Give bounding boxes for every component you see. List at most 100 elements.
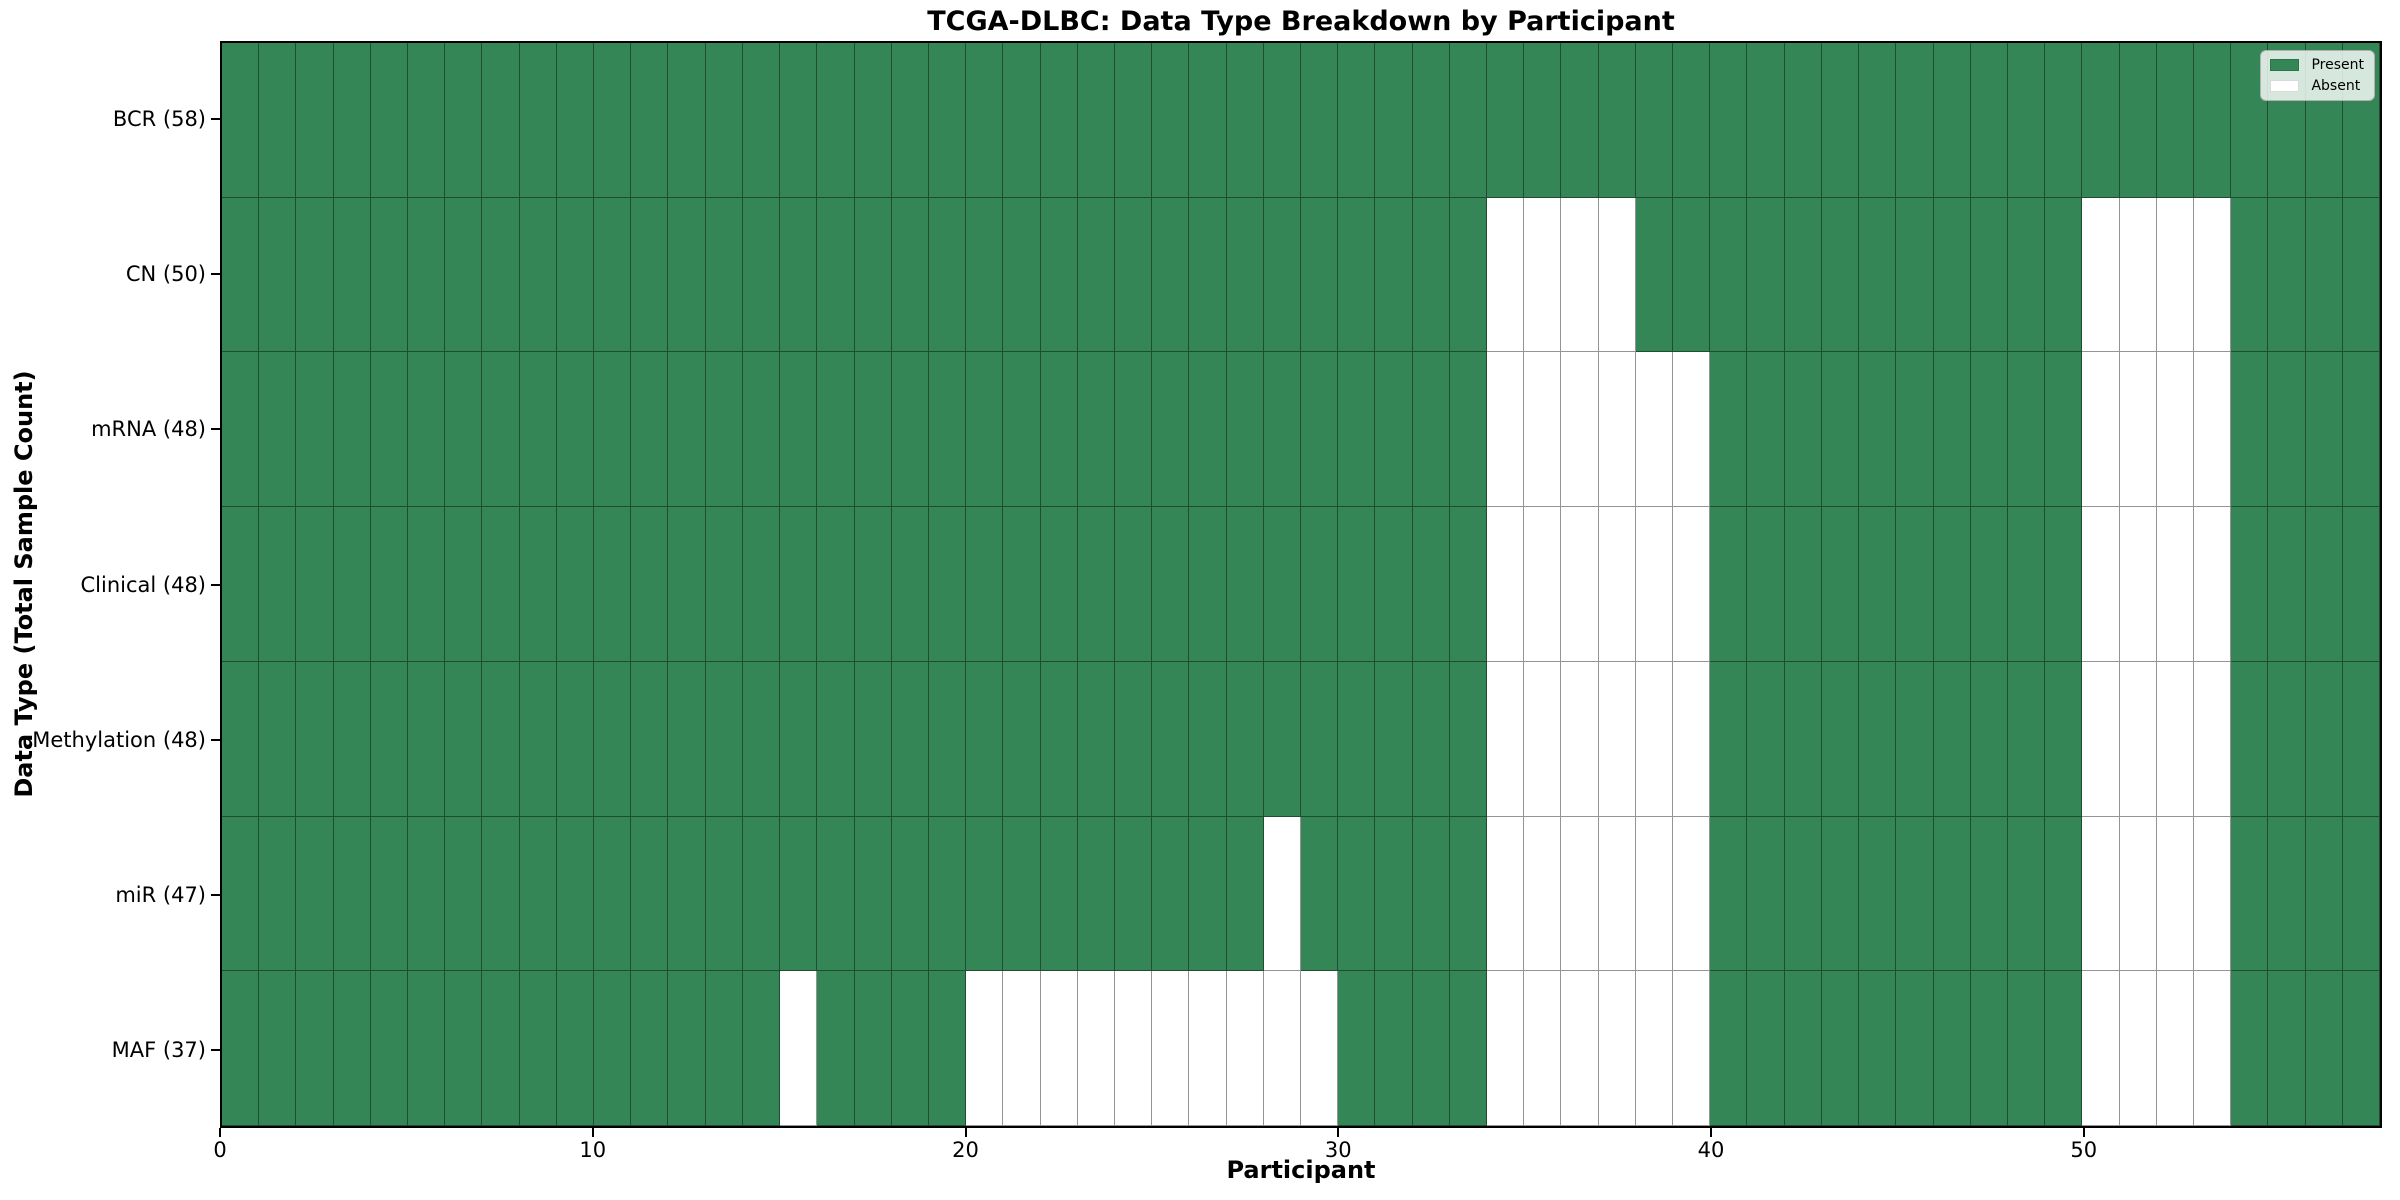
heatmap-cell bbox=[2045, 507, 2083, 662]
heatmap-cell bbox=[1226, 352, 1264, 508]
heatmap-cell bbox=[2305, 507, 2343, 662]
heatmap-cell bbox=[668, 197, 706, 353]
heatmap-cell bbox=[2342, 971, 2380, 1126]
heatmap-cell bbox=[966, 661, 1004, 817]
heatmap-cell bbox=[1114, 816, 1153, 972]
heatmap-cell bbox=[668, 507, 706, 662]
x-tick-mark bbox=[1710, 1128, 1713, 1137]
heatmap-cell bbox=[1077, 507, 1115, 662]
heatmap-cell bbox=[742, 507, 781, 662]
heatmap-cell bbox=[333, 507, 371, 662]
heatmap-cell bbox=[1933, 507, 1971, 662]
heatmap-cell bbox=[1635, 507, 1674, 662]
heatmap-cell bbox=[2119, 197, 2157, 353]
x-tick-label: 10 bbox=[579, 1138, 607, 1162]
heatmap-cell bbox=[1487, 43, 1525, 198]
heatmap-cell bbox=[222, 507, 260, 662]
heatmap-cell bbox=[631, 197, 669, 353]
heatmap-cell bbox=[1003, 816, 1041, 972]
heatmap-cell bbox=[594, 661, 632, 817]
heatmap-cell bbox=[594, 971, 632, 1126]
y-tick-label: mRNA (48) bbox=[91, 417, 206, 442]
heatmap-cell bbox=[1896, 352, 1934, 508]
heatmap-cell bbox=[1859, 971, 1897, 1126]
heatmap-cell bbox=[1561, 661, 1599, 817]
x-tick-mark bbox=[591, 1128, 594, 1137]
heatmap-cell bbox=[1598, 197, 1636, 353]
heatmap-cell bbox=[333, 816, 371, 972]
heatmap-cell bbox=[2268, 971, 2306, 1126]
heatmap-cell bbox=[1412, 507, 1450, 662]
heatmap-cell bbox=[1114, 197, 1153, 353]
heatmap-cell bbox=[482, 661, 520, 817]
heatmap-cell bbox=[1710, 971, 1748, 1126]
heatmap-cell bbox=[1449, 352, 1488, 508]
heatmap-cell bbox=[854, 197, 892, 353]
heatmap-cell bbox=[854, 661, 892, 817]
heatmap-cell bbox=[1226, 816, 1264, 972]
heatmap-cell bbox=[2268, 816, 2306, 972]
heatmap-cell bbox=[2156, 507, 2194, 662]
heatmap-cell bbox=[594, 507, 632, 662]
heatmap-cell bbox=[1189, 816, 1227, 972]
heatmap-cell bbox=[1933, 43, 1971, 198]
heatmap-cell bbox=[817, 197, 855, 353]
heatmap-cell bbox=[2342, 661, 2380, 817]
heatmap-cell bbox=[2007, 971, 2046, 1126]
heatmap-cell bbox=[2082, 661, 2120, 817]
heatmap-cell bbox=[1524, 197, 1562, 353]
heatmap-cell bbox=[1263, 43, 1301, 198]
y-tick-mark bbox=[211, 1049, 220, 1052]
heatmap-cell bbox=[928, 816, 967, 972]
heatmap-cell bbox=[1487, 661, 1525, 817]
x-tick-label: 50 bbox=[2070, 1138, 2098, 1162]
heatmap-cell bbox=[1859, 352, 1897, 508]
heatmap-cell bbox=[705, 352, 743, 508]
heatmap-cell bbox=[333, 971, 371, 1126]
heatmap-cell bbox=[408, 661, 446, 817]
heatmap-cell bbox=[2156, 816, 2194, 972]
heatmap-cell bbox=[891, 971, 929, 1126]
heatmap-cell bbox=[1449, 816, 1488, 972]
heatmap-cell bbox=[2156, 43, 2194, 198]
heatmap-cell bbox=[556, 971, 595, 1126]
heatmap-cell bbox=[482, 43, 520, 198]
heatmap-cell bbox=[1040, 507, 1078, 662]
heatmap-cell bbox=[742, 197, 781, 353]
heatmap-cell bbox=[222, 971, 260, 1126]
heatmap-cell bbox=[1970, 971, 2008, 1126]
heatmap-cell bbox=[1114, 352, 1153, 508]
heatmap-cell bbox=[2193, 197, 2232, 353]
heatmap-cell bbox=[556, 197, 595, 353]
heatmap-cell bbox=[1077, 43, 1115, 198]
heatmap-cell bbox=[222, 197, 260, 353]
heatmap-cell bbox=[2268, 352, 2306, 508]
heatmap-cell bbox=[742, 43, 781, 198]
heatmap-cell bbox=[1487, 352, 1525, 508]
heatmap-cell bbox=[1561, 352, 1599, 508]
heatmap-cell bbox=[1635, 43, 1674, 198]
heatmap-cell bbox=[1487, 971, 1525, 1126]
heatmap-cell bbox=[2193, 43, 2232, 198]
heatmap-cell bbox=[1263, 197, 1301, 353]
heatmap-cell bbox=[408, 43, 446, 198]
heatmap-cell bbox=[1487, 816, 1525, 972]
heatmap-cell bbox=[1412, 661, 1450, 817]
heatmap-cell bbox=[1747, 352, 1785, 508]
x-tick-label: 30 bbox=[1324, 1138, 1352, 1162]
heatmap-cell bbox=[742, 971, 781, 1126]
heatmap-cell bbox=[2231, 507, 2269, 662]
heatmap-cell bbox=[1524, 352, 1562, 508]
heatmap-cell bbox=[780, 197, 818, 353]
heatmap-cell bbox=[1635, 971, 1674, 1126]
heatmap-cell bbox=[705, 971, 743, 1126]
heatmap-cell bbox=[259, 971, 297, 1126]
heatmap-cell bbox=[445, 971, 483, 1126]
heatmap-cell bbox=[1226, 197, 1264, 353]
heatmap-cell bbox=[1933, 352, 1971, 508]
heatmap-cell bbox=[556, 43, 595, 198]
heatmap-cell bbox=[1412, 43, 1450, 198]
heatmap-cell bbox=[1784, 816, 1822, 972]
heatmap-cell bbox=[1040, 43, 1078, 198]
heatmap-cell bbox=[631, 816, 669, 972]
